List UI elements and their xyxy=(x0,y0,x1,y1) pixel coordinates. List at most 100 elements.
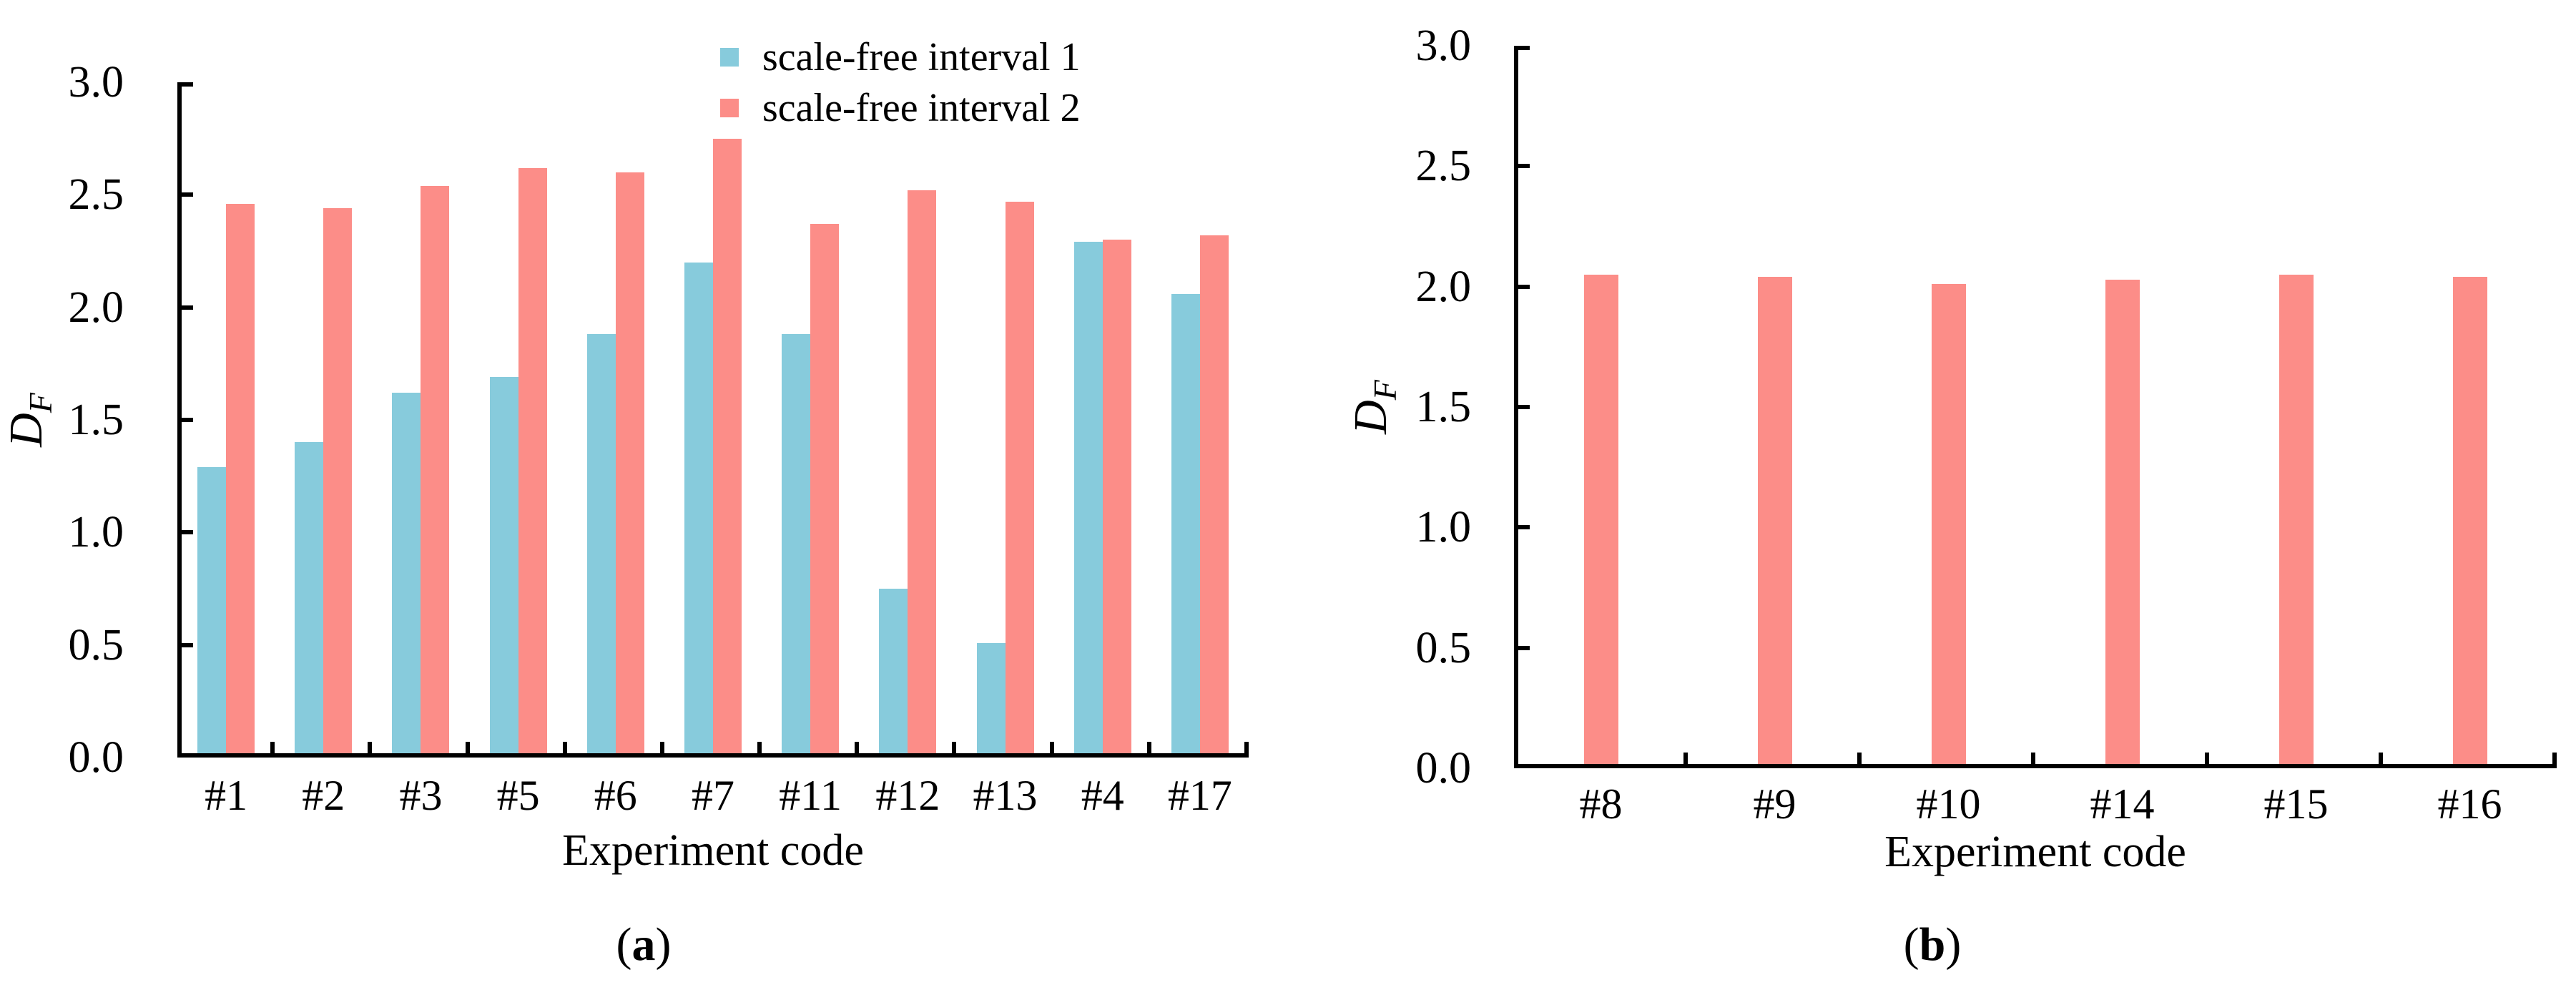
panel-a-y-tick xyxy=(182,82,193,87)
panel-b-category-label: #8 xyxy=(1579,780,1623,828)
panel-b-y-tick-label: 0.0 xyxy=(1415,744,1472,793)
panel-a-bar-scale-free-interval-2-6 xyxy=(615,172,644,753)
panel-a-bar-scale-free-interval-2-1 xyxy=(226,203,255,753)
panel-a-bar-scale-free-interval-2-12 xyxy=(908,190,937,753)
panel-b-y-tick-label: 2.5 xyxy=(1415,142,1472,191)
panel-b-plot-area xyxy=(1514,46,2557,768)
panel-a-category-label: #4 xyxy=(1081,772,1124,819)
panel-a-x-tick xyxy=(952,742,956,753)
panel-a-bar-scale-free-interval-2-7 xyxy=(713,138,742,753)
panel-a-x-tick xyxy=(270,742,275,753)
panel-a-bar-scale-free-interval-1-1 xyxy=(197,467,227,753)
caption-a-close-paren: ) xyxy=(655,918,672,971)
panel-a-category-label: #2 xyxy=(302,772,345,819)
panel-a-y-tick-label: 1.5 xyxy=(68,396,124,444)
panel-b-caption: (b) xyxy=(1718,921,2147,969)
panel-a-y-tick-label: 1.0 xyxy=(68,508,124,557)
panel-a-bar-scale-free-interval-1-4 xyxy=(1073,242,1103,753)
panel-b-bar-scale-free-interval-2-14 xyxy=(2105,279,2140,764)
panel-b-y-tick xyxy=(1518,284,1530,289)
panel-a-bar-scale-free-interval-2-17 xyxy=(1199,235,1229,753)
panel-a-x-axis-title: Experiment code xyxy=(562,826,864,875)
panel-a-bar-scale-free-interval-2-5 xyxy=(518,167,547,753)
panel-b-y-tick xyxy=(1518,164,1530,169)
panel-a-bar-scale-free-interval-1-5 xyxy=(489,377,518,753)
panel-a-x-tick xyxy=(466,742,470,753)
panel-a-bar-scale-free-interval-1-17 xyxy=(1171,293,1200,753)
panel-b-category-label: #14 xyxy=(2090,780,2155,828)
panel-b-x-tick xyxy=(2205,753,2209,764)
panel-a-x-tick xyxy=(1147,742,1151,753)
panel-b-y-tick xyxy=(1518,645,1530,650)
panel-a-category-label: #6 xyxy=(594,772,637,819)
panel-a-category-label: #13 xyxy=(973,772,1038,819)
panel-b-bar-scale-free-interval-2-16 xyxy=(2452,277,2487,764)
panel-a-bar-scale-free-interval-2-13 xyxy=(1005,201,1034,753)
panel-a-category-label: #11 xyxy=(779,772,842,819)
panel-b-y-tick xyxy=(1518,46,1530,50)
panel-a-x-tick xyxy=(1050,742,1054,753)
panel-b-x-tick xyxy=(1857,753,1862,764)
panel-a-bar-scale-free-interval-1-3 xyxy=(392,393,421,753)
panel-a-x-tick xyxy=(855,742,859,753)
panel-b-bar-scale-free-interval-2-15 xyxy=(2278,274,2314,764)
panel-a-category-label: #12 xyxy=(875,772,940,819)
panel-a-bar-scale-free-interval-1-13 xyxy=(976,642,1006,753)
panel-a-x-tick xyxy=(563,742,567,753)
panel-b-bar-scale-free-interval-2-10 xyxy=(1931,284,1966,764)
panel-b-category-label: #10 xyxy=(1916,780,1981,828)
panel-a-x-tick xyxy=(660,742,664,753)
panel-a-legend: scale-free interval 1 scale-free interval… xyxy=(720,35,1081,140)
panel-a-y-tick xyxy=(182,305,193,310)
panel-b-x-axis-line xyxy=(1514,764,2557,768)
panel-b-y-tick xyxy=(1518,525,1530,530)
panel-a-category-label: #17 xyxy=(1167,772,1232,819)
panel-b-y-tick-label: 2.0 xyxy=(1415,262,1472,311)
panel-a-category-label: #7 xyxy=(691,772,734,819)
panel-a-y-axis-spine xyxy=(177,82,182,758)
panel-a-category-label: #3 xyxy=(399,772,443,819)
legend-row-2: scale-free interval 2 xyxy=(720,86,1081,130)
panel-a-bar-scale-free-interval-2-11 xyxy=(810,224,840,753)
panel-a-bar-scale-free-interval-2-3 xyxy=(421,185,450,753)
panel-b-category-label: #9 xyxy=(1753,780,1796,828)
panel-a-y-tick-label: 0.0 xyxy=(68,733,124,782)
panel-a-y-tick-label: 0.5 xyxy=(68,620,124,670)
panel-a-bar-scale-free-interval-2-2 xyxy=(323,208,353,753)
panel-a-y-tick xyxy=(182,192,193,197)
legend-label-interval-2: scale-free interval 2 xyxy=(762,86,1081,130)
panel-b-bar-scale-free-interval-2-9 xyxy=(1757,277,1792,764)
panel-a-bar-scale-free-interval-1-2 xyxy=(295,442,324,753)
panel-a-x-axis-line xyxy=(177,753,1249,758)
panel-a-bar-scale-free-interval-1-11 xyxy=(782,334,811,753)
panel-b-y-tick-label: 0.5 xyxy=(1415,623,1472,672)
panel-a-y-tick xyxy=(182,642,193,647)
panel-b-y-tick-label: 1.5 xyxy=(1415,383,1472,431)
panel-a-y-tick-label: 2.0 xyxy=(68,283,124,332)
caption-b-letter: b xyxy=(1919,918,1946,971)
panel-b-bar-scale-free-interval-2-8 xyxy=(1583,274,1618,764)
panel-b-x-tick xyxy=(2552,753,2557,764)
panel-a-x-tick xyxy=(1244,742,1249,753)
panel-a-y-tick xyxy=(182,418,193,422)
legend-label-interval-1: scale-free interval 1 xyxy=(762,35,1081,79)
panel-b-x-axis-title: Experiment code xyxy=(1884,828,2186,876)
panel-b-y-tick-label: 3.0 xyxy=(1415,21,1472,70)
panel-a-bar-scale-free-interval-2-4 xyxy=(1102,240,1131,753)
panel-b-x-tick xyxy=(2379,753,2383,764)
panel-a-x-tick xyxy=(368,742,372,753)
panel-a-plot-area xyxy=(177,82,1249,758)
caption-a-letter: a xyxy=(631,918,656,971)
panel-b-y-axis-spine xyxy=(1514,46,1518,768)
panel-a-y-tick xyxy=(182,530,193,535)
panel-a-caption: (a) xyxy=(429,921,858,969)
caption-b-close-paren: ) xyxy=(1945,918,1962,971)
panel-b-category-label: #15 xyxy=(2263,780,2329,828)
panel-b-category-label: #16 xyxy=(2437,780,2502,828)
panel-a-category-label: #5 xyxy=(496,772,540,819)
caption-b-open-paren: ( xyxy=(1903,918,1919,971)
panel-a-category-label: #1 xyxy=(205,772,248,819)
panel-a-x-tick xyxy=(757,742,762,753)
panel-b-x-tick xyxy=(2031,753,2035,764)
